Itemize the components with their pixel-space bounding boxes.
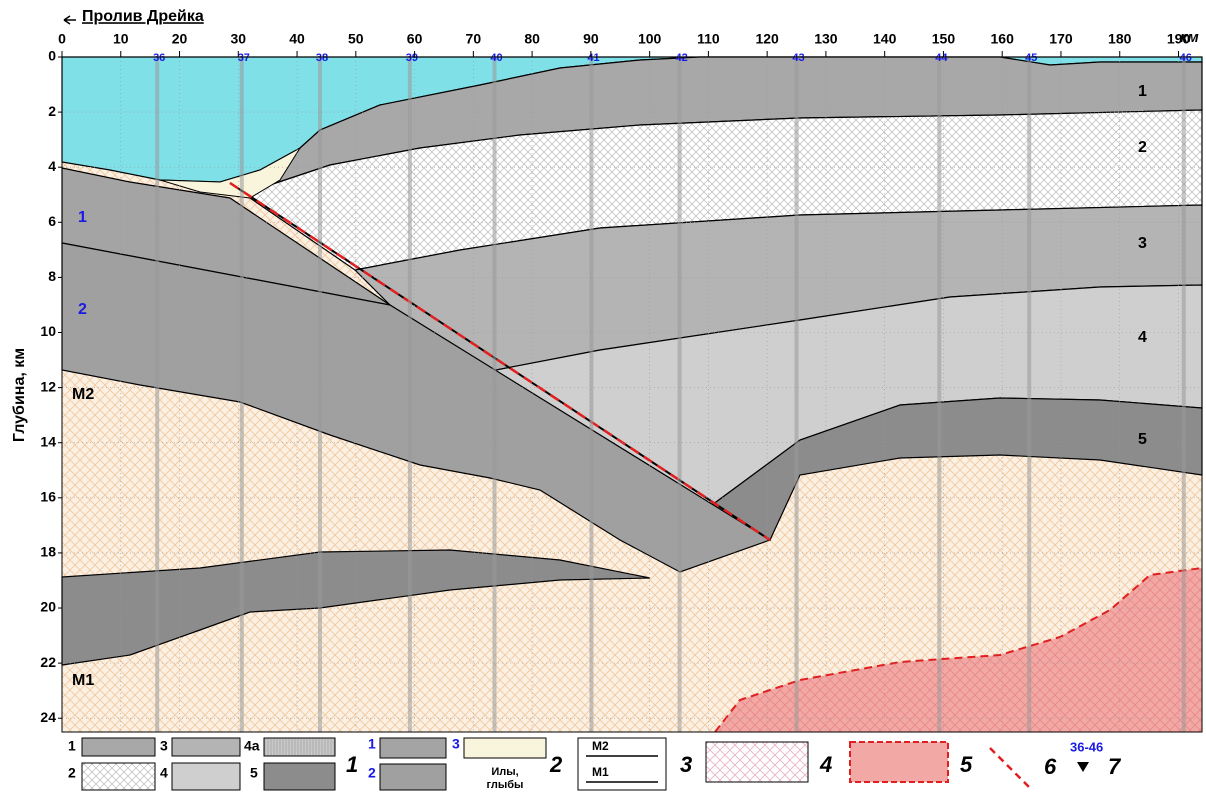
legend-label: 5 xyxy=(250,765,258,781)
legend-number: 7 xyxy=(1108,754,1122,779)
legend-swatch xyxy=(264,738,335,756)
legend-number: 3 xyxy=(680,752,692,777)
x-tick-label: 50 xyxy=(348,31,364,47)
y-tick-label: 18 xyxy=(40,544,56,560)
station-label: 43 xyxy=(792,52,804,64)
x-tick-label: 100 xyxy=(638,31,662,47)
page: {"chart_data": {"type": "section", "titl… xyxy=(0,0,1206,793)
legend-label: 36-46 xyxy=(1070,739,1103,754)
chart-title: Пролив Дрейка xyxy=(82,8,204,25)
legend-label: глыбы xyxy=(487,779,524,791)
y-axis-label: Глубина, км xyxy=(11,348,28,442)
legend-swatch xyxy=(380,764,446,790)
x-tick-label: 160 xyxy=(991,31,1015,47)
legend: 1 2 3 4 4а 5 1 1 2 3 Илы, глыбы 2 M2 M1 … xyxy=(68,736,1122,791)
y-tick-label: 24 xyxy=(40,709,56,725)
y-tick-label: 20 xyxy=(40,599,56,615)
legend-label: M2 xyxy=(592,739,609,753)
legend-number: 6 xyxy=(1044,754,1057,779)
x-tick-label: 140 xyxy=(873,31,897,47)
x-tick-label: 110 xyxy=(697,31,720,47)
layer-label: 4 xyxy=(1138,329,1147,346)
legend-number: 5 xyxy=(960,752,973,777)
x-tick-label: 120 xyxy=(755,31,779,47)
legend-triangle xyxy=(1077,762,1089,772)
legend-number: 2 xyxy=(549,752,563,777)
x-tick-label: 20 xyxy=(172,31,188,47)
legend-swatch xyxy=(82,763,155,790)
station-label: 40 xyxy=(490,52,502,64)
y-tick-label: 16 xyxy=(40,489,56,505)
legend-number: 4 xyxy=(819,752,832,777)
y-tick-label: 14 xyxy=(40,433,56,449)
legend-fault xyxy=(990,748,1030,788)
legend-swatch xyxy=(706,742,808,782)
layer-label: 5 xyxy=(1138,431,1147,448)
legend-label: M1 xyxy=(592,765,609,779)
layer-label: 2 xyxy=(1138,139,1147,156)
x-tick-label: 90 xyxy=(583,31,599,47)
x-tick-label: 170 xyxy=(1049,31,1073,47)
x-tick-label: 0 xyxy=(58,31,66,47)
y-tick-label: 6 xyxy=(48,213,56,229)
boundary-label: M2 xyxy=(72,386,94,403)
x-tick-label: 10 xyxy=(113,31,129,47)
y-tick-label: 0 xyxy=(48,48,56,64)
legend-label: 4а xyxy=(244,738,260,754)
legend-label: 4 xyxy=(160,765,168,781)
station-label: 39 xyxy=(406,52,418,64)
legend-label: 1 xyxy=(68,738,76,754)
station-label: 45 xyxy=(1025,52,1037,64)
chart: 3637383940414243444546 1 2 3 4 5 1 2 M2 … xyxy=(0,0,1206,793)
y-tick-label: 12 xyxy=(40,378,56,394)
station-label: 37 xyxy=(238,52,250,64)
legend-swatch xyxy=(850,742,948,782)
y-tick-label: 10 xyxy=(40,323,56,339)
y-tick-label: 4 xyxy=(48,158,56,174)
station-label: 46 xyxy=(1180,52,1192,64)
x-tick-label: 70 xyxy=(466,31,482,47)
legend-swatch xyxy=(172,763,240,790)
legend-swatch xyxy=(82,738,155,756)
station-label: 36 xyxy=(153,52,165,64)
legend-label: Илы, xyxy=(491,766,518,778)
x-tick-label: 40 xyxy=(289,31,305,47)
legend-label: 1 xyxy=(368,736,376,752)
station-label: 42 xyxy=(675,52,687,64)
y-tick-label: 8 xyxy=(48,268,56,284)
block-label: 2 xyxy=(78,301,87,318)
legend-label: 2 xyxy=(368,765,376,781)
x-tick-label: 150 xyxy=(932,31,956,47)
station-label: 41 xyxy=(587,52,599,64)
x-tick-label: 180 xyxy=(1108,31,1132,47)
layer-label: 1 xyxy=(1138,83,1147,100)
legend-swatch xyxy=(264,763,335,790)
legend-label: 3 xyxy=(160,738,168,754)
x-tick-label: 30 xyxy=(230,31,246,47)
block-label: 1 xyxy=(78,209,87,226)
legend-swatch xyxy=(464,738,546,758)
x-tick-label: 80 xyxy=(524,31,540,47)
boundary-label: M1 xyxy=(72,672,94,689)
y-tick-label: 2 xyxy=(48,103,56,119)
legend-swatch xyxy=(172,738,240,756)
x-tick-label: 130 xyxy=(814,31,838,47)
legend-swatch xyxy=(380,738,446,758)
station-label: 38 xyxy=(316,52,328,64)
x-unit: км xyxy=(1180,29,1199,46)
arrow xyxy=(64,16,76,24)
x-tick-label: 60 xyxy=(407,31,423,47)
legend-label: 3 xyxy=(452,736,460,752)
station-label: 44 xyxy=(935,52,948,64)
y-tick-label: 22 xyxy=(40,654,56,670)
legend-number: 1 xyxy=(346,752,358,777)
layer-label: 3 xyxy=(1138,235,1147,252)
legend-label: 2 xyxy=(68,765,76,781)
